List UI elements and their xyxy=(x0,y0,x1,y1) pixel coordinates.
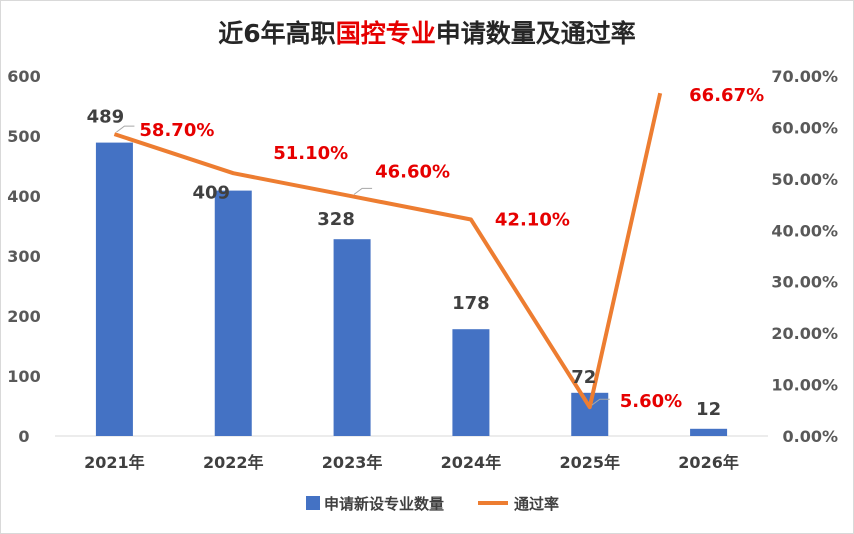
bar-2022年 xyxy=(214,190,252,436)
bar-2024年 xyxy=(452,329,490,436)
left-tick-label: 600 xyxy=(7,67,40,86)
rate-leader-line xyxy=(353,187,373,195)
rate-value-label: 51.10% xyxy=(273,143,348,164)
left-tick-label: 300 xyxy=(7,247,40,266)
left-axis-ticks: 0 100 200 300 400 500 600 xyxy=(7,67,40,446)
legend-line-label: 通过率 xyxy=(514,495,559,513)
rate-leader-line xyxy=(116,125,135,133)
rate-value-label: 46.60% xyxy=(375,161,450,182)
right-tick-label: 0.00% xyxy=(782,427,838,446)
bar-series xyxy=(95,142,728,436)
category-label: 2022年 xyxy=(203,453,264,472)
bar-2026年 xyxy=(690,428,728,436)
category-label: 2021年 xyxy=(84,453,145,472)
category-label: 2023年 xyxy=(322,453,383,472)
bar-value-label: 328 xyxy=(317,209,355,230)
title-suffix: 申请数量及通过率 xyxy=(435,19,636,48)
rate-value-label: 58.70% xyxy=(139,120,214,141)
bar-value-label: 72 xyxy=(571,367,596,388)
bar-value-label: 12 xyxy=(696,399,721,420)
right-tick-label: 40.00% xyxy=(771,221,838,240)
right-tick-label: 30.00% xyxy=(771,273,838,292)
bar-value-label: 489 xyxy=(87,107,125,128)
right-axis-ticks: 0.00% 10.00% 20.00% 30.00% 40.00% 50.00% 60.00… xyxy=(771,67,838,446)
left-tick-label: 100 xyxy=(7,367,40,386)
bar-value-label: 178 xyxy=(452,293,490,314)
rate-value-label: 66.67% xyxy=(689,85,764,106)
rate-data-labels: 58.70% 51.10% 46.60% 42.10% 5.60% 66.67% xyxy=(116,85,764,412)
rate-value-label: 42.10% xyxy=(495,209,570,230)
legend-bar-label: 申请新设专业数量 xyxy=(324,495,444,513)
legend: 申请新设专业数量 通过率 xyxy=(306,495,559,513)
right-tick-label: 70.00% xyxy=(771,67,838,86)
x-axis-categories: 2021年 2022年 2023年 2024年 2025年 2026年 xyxy=(84,453,739,472)
rate-value-label: 5.60% xyxy=(620,391,682,412)
left-tick-label: 500 xyxy=(7,127,40,146)
left-tick-label: 400 xyxy=(7,187,40,206)
left-tick-label: 0 xyxy=(18,427,29,446)
bar-data-labels: 489 409 328 178 72 12 xyxy=(87,107,721,420)
right-tick-label: 20.00% xyxy=(771,324,838,343)
rate-line xyxy=(113,92,663,410)
rate-leader-line xyxy=(591,398,610,406)
title-highlight: 国控专业 xyxy=(335,19,436,48)
bar-value-label: 409 xyxy=(192,183,230,204)
chart-title: 近6年高职国控专业申请数量及通过率 xyxy=(0,14,854,50)
category-label: 2024年 xyxy=(441,453,502,472)
category-label: 2025年 xyxy=(559,453,620,472)
bar-2021年 xyxy=(95,142,133,436)
left-tick-label: 200 xyxy=(7,307,40,326)
rate-line-series xyxy=(113,92,663,410)
right-tick-label: 50.00% xyxy=(771,170,838,189)
right-tick-label: 10.00% xyxy=(771,376,838,395)
legend-bar-swatch xyxy=(306,496,320,510)
right-tick-label: 60.00% xyxy=(771,118,838,137)
title-prefix: 近6年高职 xyxy=(218,19,336,48)
category-label: 2026年 xyxy=(678,453,739,472)
bar-2023年 xyxy=(333,239,371,436)
